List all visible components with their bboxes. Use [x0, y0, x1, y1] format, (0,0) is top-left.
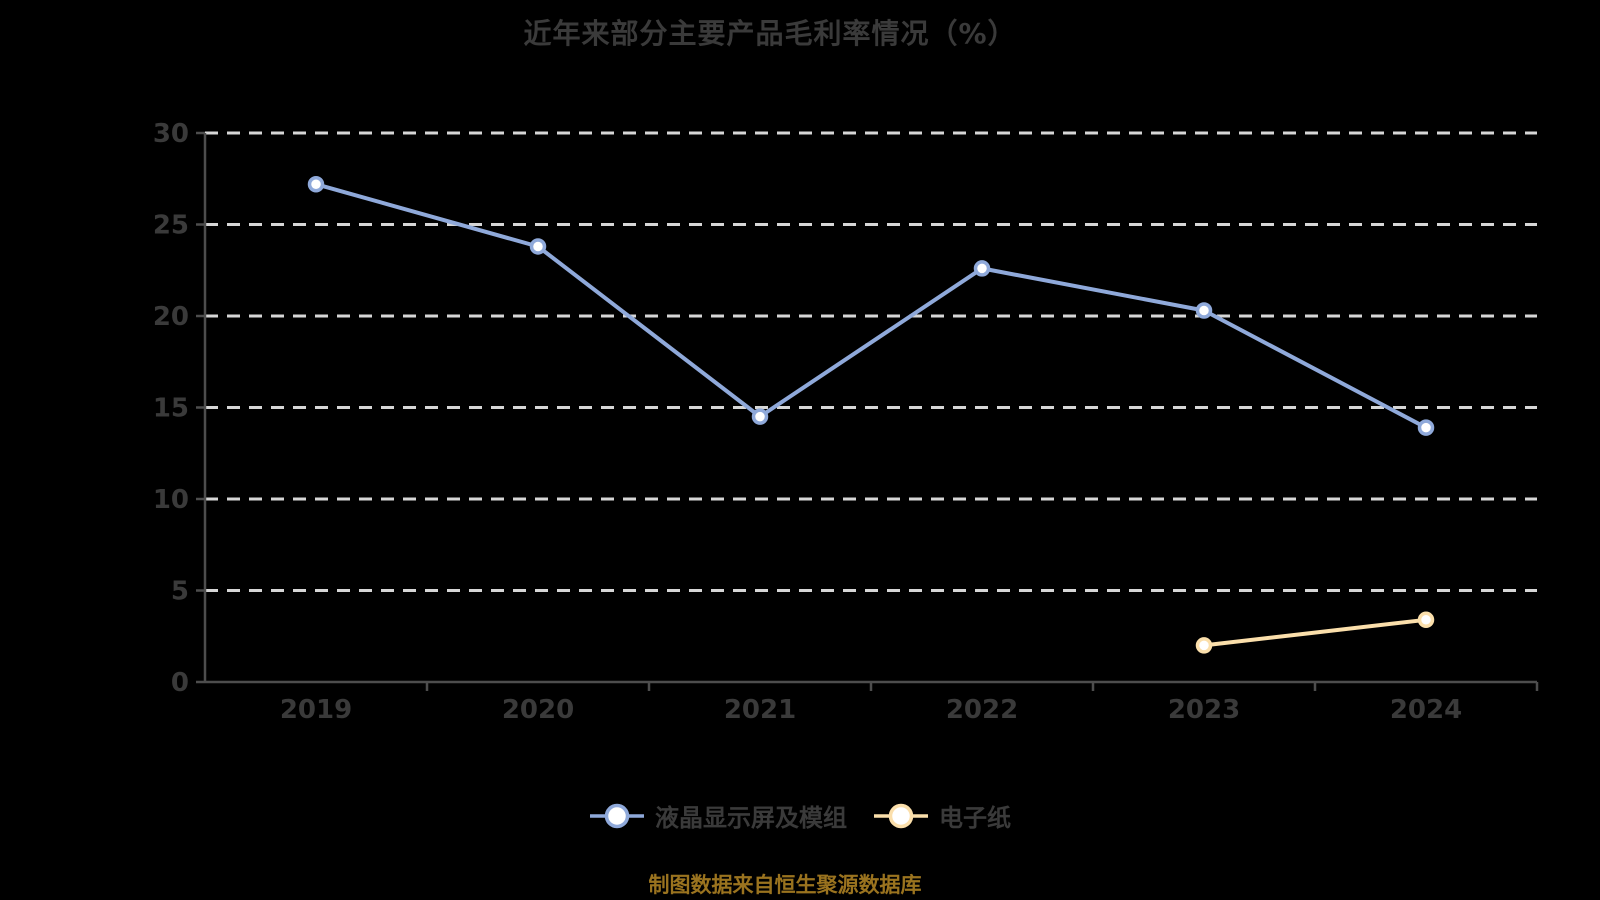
- data-source-note: 制图数据来自恒生聚源数据库: [648, 873, 922, 897]
- data-point[interactable]: [529, 238, 547, 255]
- data-point[interactable]: [1195, 637, 1213, 654]
- x-tick-label: 2019: [280, 695, 352, 725]
- y-tick-label: 25: [153, 211, 189, 241]
- y-tick-label: 0: [171, 668, 189, 698]
- data-point[interactable]: [1417, 611, 1435, 629]
- x-tick-label: 2020: [502, 695, 574, 725]
- y-tick-label: 20: [153, 302, 189, 332]
- x-tick-label: 2023: [1168, 695, 1240, 725]
- y-tick-label: 5: [171, 577, 189, 607]
- data-point[interactable]: [751, 408, 769, 425]
- legend-label: 液晶显示屏及模组: [655, 804, 847, 832]
- x-tick-label: 2021: [724, 695, 796, 725]
- data-point[interactable]: [1417, 419, 1435, 436]
- data-point[interactable]: [973, 260, 991, 277]
- series-line-0: [314, 182, 1428, 430]
- x-tick-label: 2024: [1390, 695, 1462, 725]
- data-point[interactable]: [307, 175, 325, 193]
- legend-item-1[interactable]: 电子纸: [873, 798, 1011, 833]
- chart-title: 近年来部分主要产品毛利率情况（%）: [523, 17, 1017, 50]
- data-point[interactable]: [1195, 302, 1213, 319]
- chart-legend: 液晶显示屏及模组 电子纸: [0, 798, 1600, 833]
- y-tick-label: 15: [153, 394, 189, 424]
- y-tick-label: 30: [153, 119, 189, 149]
- legend-marker-icon: [874, 803, 928, 828]
- legend-marker-icon: [590, 803, 644, 828]
- legend-item-0[interactable]: 液晶显示屏及模组: [589, 798, 847, 833]
- legend-label: 电子纸: [939, 804, 1011, 832]
- y-tick-label: 10: [153, 485, 189, 515]
- x-tick-label: 2022: [946, 695, 1018, 725]
- series-line-1: [1202, 617, 1428, 648]
